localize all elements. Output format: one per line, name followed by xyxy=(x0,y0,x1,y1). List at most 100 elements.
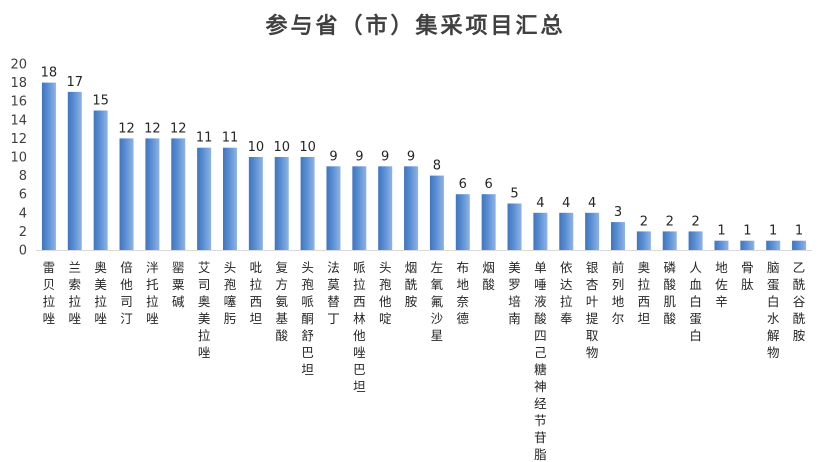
bar xyxy=(507,203,522,250)
x-tick-label: 法莫替丁 xyxy=(327,260,340,326)
data-label: 18 xyxy=(41,66,58,81)
bar xyxy=(248,157,263,250)
x-tick-label: 乙酰谷酰胺 xyxy=(793,260,806,343)
bar xyxy=(67,91,82,251)
bar xyxy=(404,166,419,250)
y-tick-label: 16 xyxy=(10,95,27,110)
x-tick-label: 布地奈德 xyxy=(457,260,470,326)
y-tick-label: 18 xyxy=(10,76,27,91)
y-tick-label: 14 xyxy=(10,113,27,128)
x-tick-label: 奥美拉唑 xyxy=(94,260,107,326)
x-tick-label: 人血白蛋白 xyxy=(689,260,702,343)
x-tick-label: 头孢噻肟 xyxy=(224,260,237,326)
data-label: 2 xyxy=(666,214,674,229)
data-label: 6 xyxy=(459,177,467,192)
chart-title: 参与省（市）集采项目汇总 xyxy=(265,13,566,39)
data-label: 9 xyxy=(329,149,337,164)
x-tick-label: 哌拉西林他唑巴坦 xyxy=(353,260,366,394)
bar xyxy=(662,231,677,250)
bar xyxy=(636,231,651,250)
x-tick-label: 雷贝拉唑 xyxy=(43,260,56,326)
data-label: 1 xyxy=(743,224,751,239)
bar xyxy=(145,138,160,250)
x-tick-label: 银杏叶提取物 xyxy=(586,260,599,360)
bar xyxy=(171,138,186,250)
x-tick-label: 烟酰胺 xyxy=(405,260,418,309)
y-tick-label: 20 xyxy=(10,58,27,73)
x-tick-label: 前列地尔 xyxy=(612,260,625,326)
data-label: 9 xyxy=(407,149,415,164)
bar xyxy=(223,147,237,250)
bar xyxy=(714,240,729,250)
x-tick-label: 依达拉奉 xyxy=(560,260,573,326)
y-tick-label: 10 xyxy=(10,151,27,166)
bar xyxy=(93,110,108,250)
data-label: 4 xyxy=(562,196,570,211)
x-tick-label: 单唾液酸四己糖神经节苷脂 xyxy=(534,260,547,462)
bar xyxy=(766,240,781,250)
y-tick-label: 6 xyxy=(19,188,27,203)
y-tick-label: 12 xyxy=(10,132,27,147)
data-label: 2 xyxy=(640,214,648,229)
data-label: 1 xyxy=(717,224,725,239)
bar xyxy=(481,194,496,250)
data-label: 6 xyxy=(485,177,493,192)
data-label: 2 xyxy=(691,214,699,229)
data-label: 10 xyxy=(248,140,265,155)
y-tick-label: 4 xyxy=(19,206,27,221)
data-label: 12 xyxy=(144,121,161,136)
y-tick-label: 0 xyxy=(19,244,27,259)
x-tick-label: 奥拉西坦 xyxy=(638,260,651,326)
bar xyxy=(585,212,600,250)
data-label: 9 xyxy=(355,149,363,164)
x-tick-label: 头孢他啶 xyxy=(379,260,392,326)
bar xyxy=(611,222,625,250)
x-tick-label: 头孢哌酮舒巴坦 xyxy=(301,260,314,377)
x-tick-label: 吡拉西坦 xyxy=(250,260,263,326)
bar xyxy=(326,166,341,250)
bar xyxy=(429,175,444,250)
x-tick-label: 美罗培南 xyxy=(508,260,521,326)
bar xyxy=(300,157,315,250)
x-tick-label: 脑蛋白水解物 xyxy=(767,260,780,360)
bar xyxy=(533,212,548,250)
data-label: 4 xyxy=(536,196,544,211)
data-label: 4 xyxy=(588,196,596,211)
data-label: 1 xyxy=(769,224,777,239)
y-tick-label: 8 xyxy=(19,169,27,184)
bar xyxy=(688,231,703,250)
x-tick-label: 泮托拉唑 xyxy=(146,260,159,326)
x-tick-label: 骨肽 xyxy=(741,260,754,292)
data-label: 11 xyxy=(196,131,213,146)
data-label: 3 xyxy=(614,205,622,220)
data-label: 10 xyxy=(299,140,316,155)
bar xyxy=(792,240,807,250)
data-label: 15 xyxy=(92,94,109,109)
bar xyxy=(559,212,574,250)
bar xyxy=(352,166,367,250)
data-label: 12 xyxy=(170,121,187,136)
data-label: 1 xyxy=(795,224,803,239)
data-label: 17 xyxy=(67,75,84,90)
bar xyxy=(274,157,289,250)
data-label: 12 xyxy=(118,121,135,136)
data-label: 11 xyxy=(222,131,239,146)
x-tick-label: 倍他司汀 xyxy=(120,260,133,326)
data-label: 9 xyxy=(381,149,389,164)
bar xyxy=(455,194,470,250)
bar xyxy=(197,147,212,250)
x-tick-label: 艾司奥美拉唑 xyxy=(198,260,211,360)
x-tick-label: 左氧氟沙星 xyxy=(431,260,444,343)
x-tick-label: 磷酸肌酸 xyxy=(663,260,676,326)
x-tick-label: 兰索拉唑 xyxy=(69,260,82,326)
x-tick-label: 复方氨基酸 xyxy=(275,260,288,343)
bar xyxy=(119,138,134,250)
bar xyxy=(41,82,56,250)
x-tick-label: 烟酸 xyxy=(482,260,495,292)
y-tick-label: 2 xyxy=(19,225,27,240)
data-label: 10 xyxy=(273,140,290,155)
data-label: 8 xyxy=(433,159,441,174)
x-tick-label: 地佐辛 xyxy=(715,260,728,309)
